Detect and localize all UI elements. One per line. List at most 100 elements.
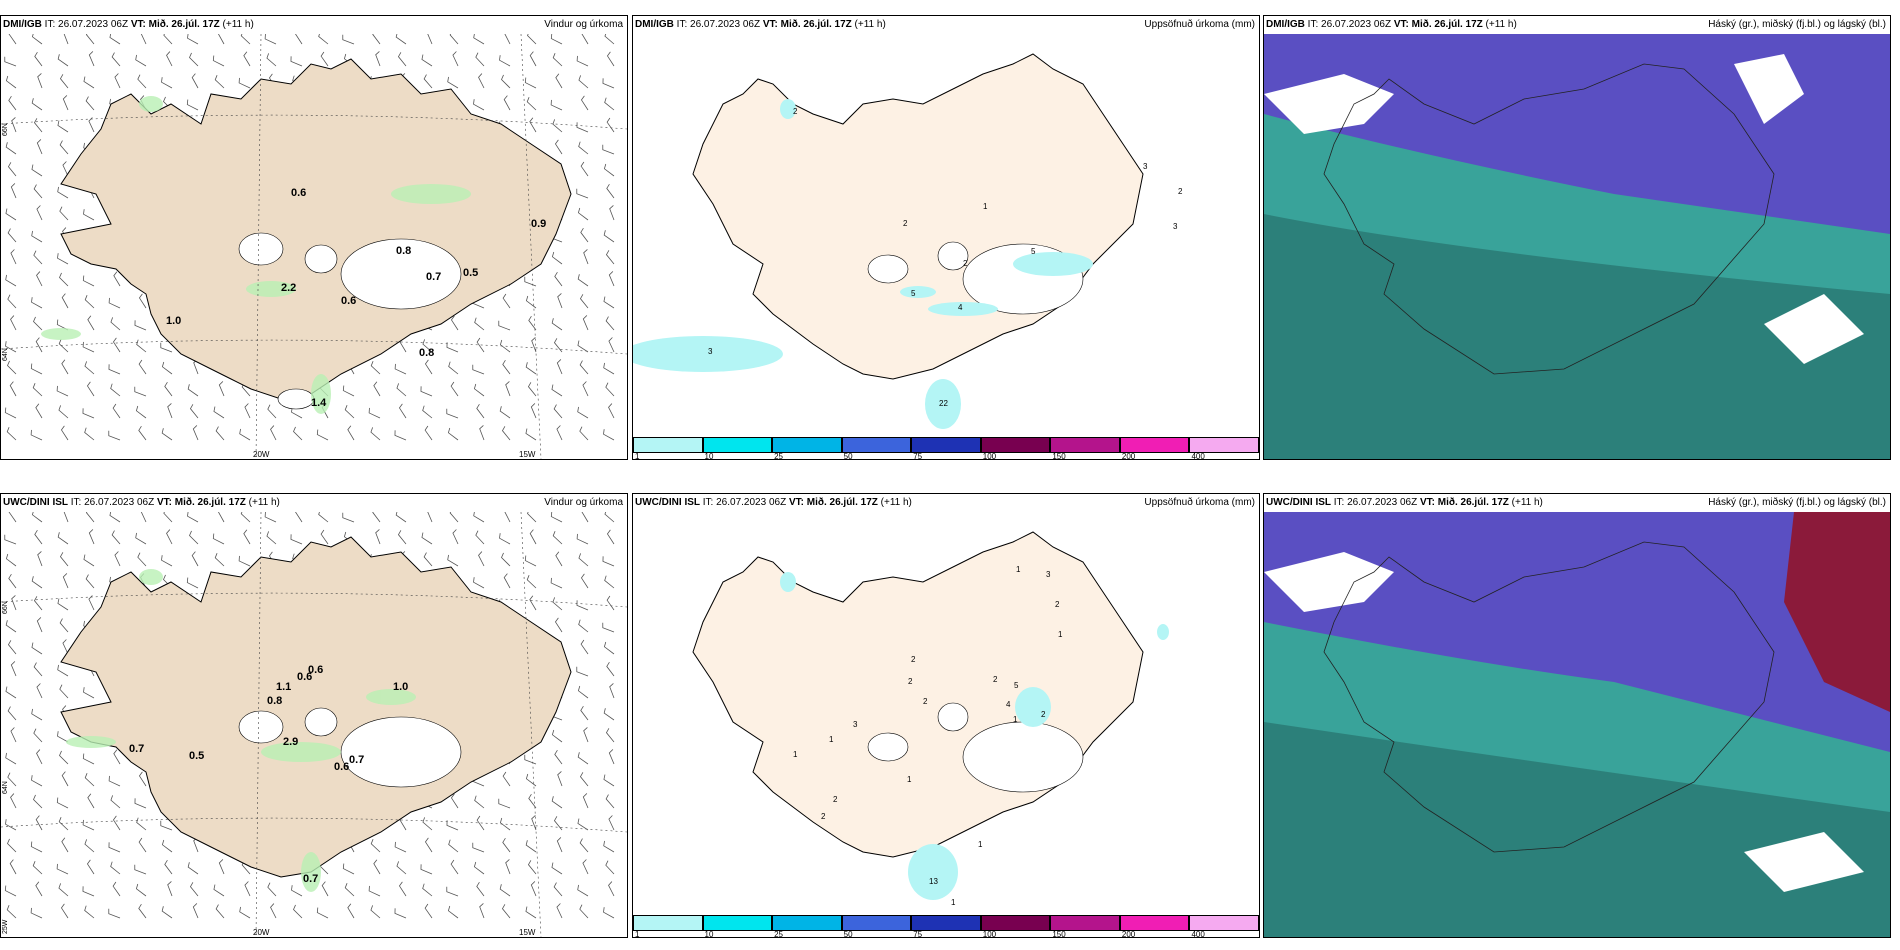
lead-time: (+11 h) — [1511, 497, 1543, 508]
wind-barb — [447, 427, 459, 441]
wind-barb — [472, 364, 485, 375]
wind-barb — [476, 881, 485, 897]
wind-barb — [577, 340, 589, 353]
wind-barb — [84, 905, 95, 919]
wind-barb — [293, 904, 303, 919]
iceland-outline — [1323, 541, 1775, 853]
wind-barb — [527, 512, 537, 523]
wind-barb — [8, 95, 17, 111]
wind-barb — [11, 117, 17, 133]
wind-barb — [31, 164, 43, 177]
legend-tick-label: 200 — [1121, 452, 1136, 460]
wind-barb — [499, 55, 511, 67]
panel-wind-uwc: UWC/DINI ISL IT: 26.07.2023 06Z VT: Mið.… — [0, 493, 628, 938]
wind-barb — [396, 861, 407, 875]
wind-barb — [553, 882, 563, 897]
wind-barb — [57, 532, 69, 545]
wind-barb — [36, 749, 43, 765]
wind-barb — [479, 425, 485, 441]
wind-barb — [580, 639, 589, 655]
value-label: 0.5 — [189, 750, 204, 762]
wind-barb — [56, 385, 69, 397]
wind-barb — [138, 903, 147, 919]
wind-barb — [243, 529, 251, 545]
panel-header: DMI/IGB IT: 26.07.2023 06Z VT: Mið. 26.j… — [1264, 16, 1890, 34]
value-label: 1 — [951, 898, 956, 907]
model-name: UWC/DINI ISL — [1266, 497, 1331, 508]
legend-swatch — [911, 915, 981, 931]
glacier — [867, 254, 909, 284]
wind-barb — [187, 384, 199, 397]
wind-barb — [502, 293, 511, 309]
wind-barb — [427, 34, 433, 45]
valid-time: VT: Mið. 26.júl. 17Z — [1393, 19, 1483, 30]
wind-barb — [577, 752, 589, 765]
lat-label: 64N — [2, 348, 9, 361]
wind-barb — [33, 250, 43, 265]
grid-lines — [1, 512, 627, 937]
lon-label: 20W — [253, 928, 270, 937]
wind-barb — [446, 820, 459, 831]
wind-barb — [164, 381, 173, 397]
wind-barb — [398, 403, 407, 419]
wind-barb — [212, 533, 225, 545]
wind-barb — [134, 864, 147, 875]
wind-barb — [212, 55, 225, 67]
wind-barb — [427, 512, 433, 523]
wind-barb — [35, 881, 43, 897]
wind-barb — [557, 771, 563, 787]
wind-barb — [86, 859, 95, 875]
wind-barb — [580, 573, 589, 589]
value-label: 1.4 — [311, 397, 327, 409]
wind-barb — [88, 595, 95, 611]
wind-barb — [394, 430, 407, 441]
wind-barb — [421, 54, 433, 67]
wind-barb — [163, 512, 173, 523]
wind-barb — [33, 728, 43, 743]
value-label: 0.7 — [349, 754, 364, 766]
wind-barb — [7, 228, 17, 243]
value-label: 1.0 — [393, 681, 408, 693]
wind-barb — [316, 429, 329, 441]
wind-barb — [474, 317, 485, 331]
mid-cloud-layer — [1264, 722, 1890, 937]
clear-area — [1734, 54, 1804, 124]
value-label: 1 — [1016, 565, 1021, 574]
legend-tick-label: 1 — [635, 930, 640, 938]
wind-barb — [580, 227, 589, 243]
wind-barb — [555, 551, 563, 567]
legend-tick-label: 400 — [1191, 930, 1205, 938]
glacier — [962, 721, 1084, 793]
wind-barb — [605, 250, 615, 265]
wind-barb — [136, 817, 147, 831]
wind-barb — [602, 622, 615, 633]
wind-barb — [527, 34, 537, 45]
wind-barb — [82, 408, 95, 419]
wind-barb — [138, 359, 147, 375]
wind-barb — [318, 512, 329, 523]
wind-barb — [82, 886, 95, 897]
wind-barb — [244, 403, 251, 419]
wind-barb — [5, 620, 17, 633]
wind-barb — [238, 555, 251, 567]
wind-barb — [318, 34, 329, 45]
wind-barb — [608, 271, 615, 287]
wind-barb — [5, 341, 17, 353]
legend-swatch — [980, 437, 1051, 453]
wind-barb — [57, 664, 69, 677]
value-label: 1 — [793, 750, 798, 759]
wind-barb — [34, 51, 43, 67]
wind-barb — [556, 359, 563, 375]
wind-barb — [473, 99, 485, 111]
wind-barb — [166, 529, 173, 545]
wind-barb — [290, 56, 303, 67]
wind-barb — [161, 77, 173, 89]
wind-barb — [36, 271, 43, 287]
legend-tick-label: 50 — [843, 930, 853, 938]
wind-barb — [56, 797, 69, 809]
wind-barb — [529, 51, 537, 67]
wind-barb — [576, 600, 589, 611]
wind-barb — [56, 863, 69, 875]
legend-tick-label: 10 — [704, 452, 714, 460]
wind-barb — [397, 530, 407, 545]
